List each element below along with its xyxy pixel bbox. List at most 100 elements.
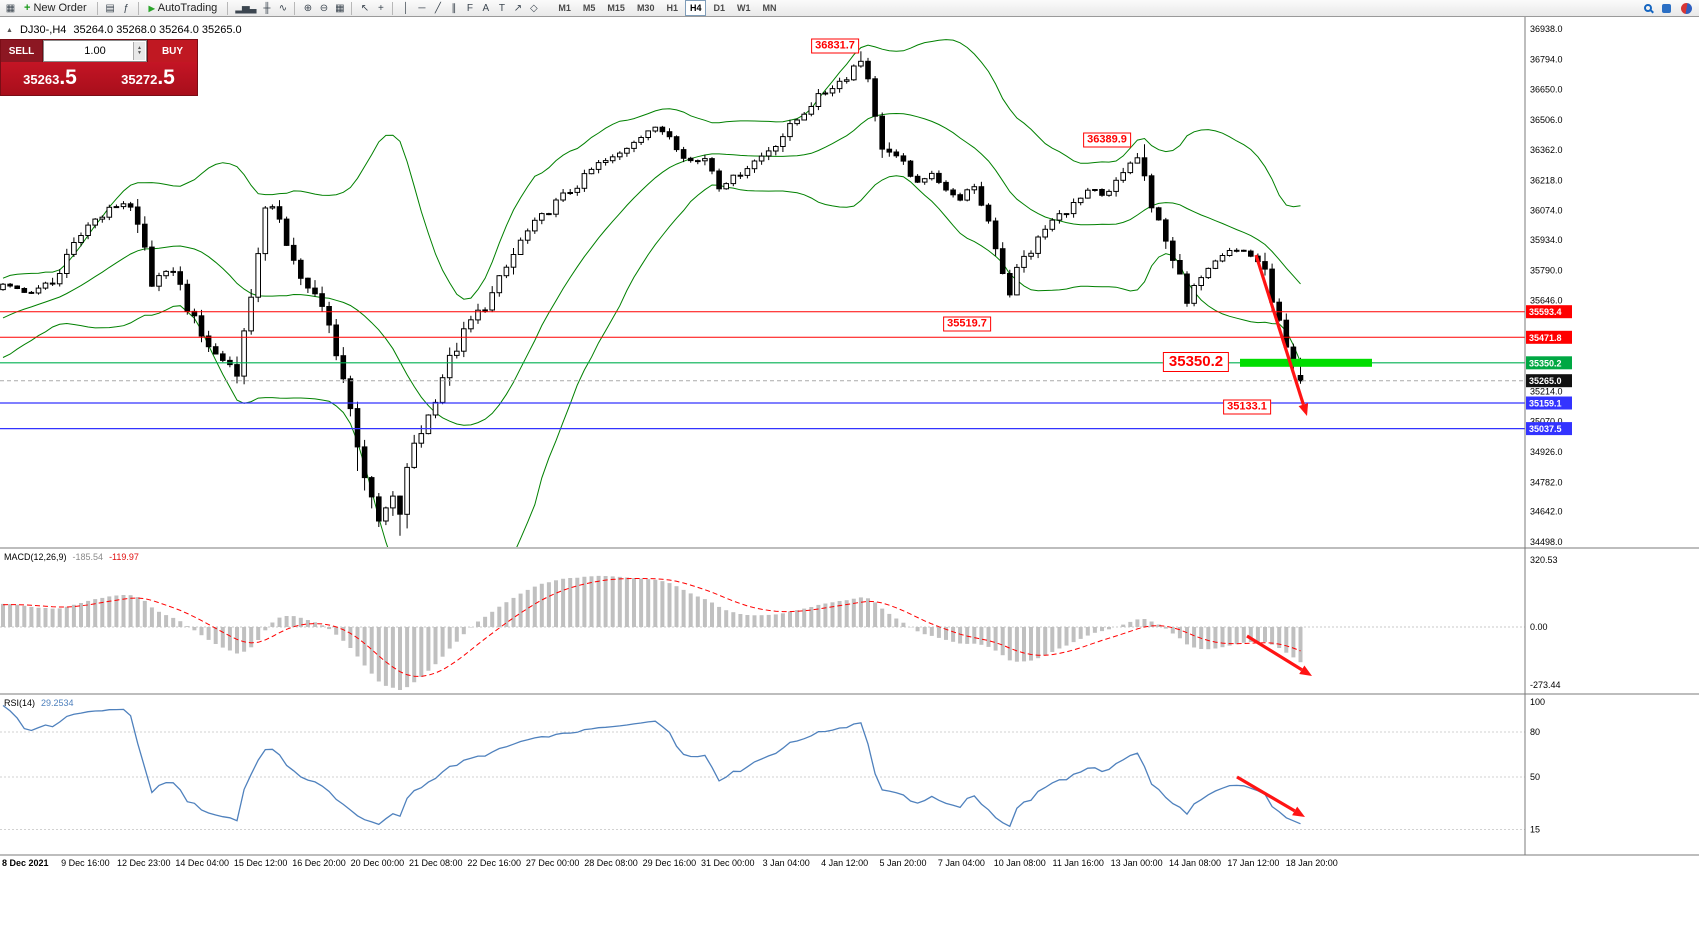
tile-windows-icon[interactable]: ▦ xyxy=(335,2,344,14)
symbol-ohlc-header: ▲ DJ30-,H4 35264.0 35268.0 35264.0 35265… xyxy=(6,24,242,36)
timeframe-m30[interactable]: M30 xyxy=(636,3,655,13)
support-highlight-bar[interactable] xyxy=(1240,358,1372,367)
toolbar-separator xyxy=(227,1,229,15)
price-tag xyxy=(1526,396,1572,410)
svg-text:29 Dec 16:00: 29 Dec 16:00 xyxy=(643,858,697,868)
price-axis[interactable]: 36938.0 36794.0 36650.0 36506.0 36362.0 36218… xyxy=(1530,24,1563,835)
svg-text:17 Jan 12:00: 17 Jan 12:00 xyxy=(1227,858,1279,868)
vertical-line-icon[interactable]: │ xyxy=(402,2,409,14)
volume-up-icon[interactable]: ▲ xyxy=(137,45,142,51)
cursor-icon[interactable]: ↖ xyxy=(360,2,369,14)
svg-text:14 Jan 08:00: 14 Jan 08:00 xyxy=(1169,858,1221,868)
new-chart-icon[interactable]: ▦ xyxy=(5,2,15,14)
svg-text:35070.0: 35070.0 xyxy=(1530,417,1563,427)
svg-text:15 Dec 12:00: 15 Dec 12:00 xyxy=(234,858,288,868)
svg-text:7 Jan 04:00: 7 Jan 04:00 xyxy=(938,858,985,868)
horizontal-line-icon[interactable]: ─ xyxy=(418,2,425,14)
svg-text:3 Jan 04:00: 3 Jan 04:00 xyxy=(763,858,810,868)
text-icon[interactable]: A xyxy=(482,2,490,14)
price-callout[interactable]: 35519.7 xyxy=(943,316,991,332)
timeframe-m15[interactable]: M15 xyxy=(607,3,625,13)
svg-text:320.53: 320.53 xyxy=(1530,555,1558,565)
svg-text:10 Jan 08:00: 10 Jan 08:00 xyxy=(994,858,1046,868)
shapes-icon[interactable]: ◇ xyxy=(530,2,538,14)
svg-text:100: 100 xyxy=(1530,697,1545,707)
volume-input[interactable]: 1.00 ▲ ▼ xyxy=(43,40,147,62)
timeframe-m5[interactable]: M5 xyxy=(582,3,596,13)
buy-price[interactable]: 35272.5 xyxy=(121,66,175,89)
autotrading-button[interactable]: ▶ AutoTrading xyxy=(144,1,223,16)
drawn-arrow[interactable] xyxy=(1246,634,1312,676)
volume-value: 1.00 xyxy=(84,45,106,57)
timeframe-h1[interactable]: H1 xyxy=(666,3,678,13)
profiles-icon[interactable]: ▤ xyxy=(105,2,114,14)
line-chart-icon[interactable]: ∿ xyxy=(278,2,287,14)
svg-text:50: 50 xyxy=(1530,772,1540,782)
time-axis[interactable]: 8 Dec 2021 9 Dec 16:00 12 Dec 23:00 14 Dec … xyxy=(2,858,1338,868)
timeframe-w1[interactable]: W1 xyxy=(737,3,751,13)
timeframe-m1[interactable]: M1 xyxy=(558,3,571,13)
svg-text:18 Jan 20:00: 18 Jan 20:00 xyxy=(1286,858,1338,868)
timeframe-d1[interactable]: D1 xyxy=(713,3,725,13)
fibonacci-icon[interactable]: F xyxy=(466,2,473,14)
svg-text:35214.0: 35214.0 xyxy=(1530,387,1563,397)
svg-text:36074.0: 36074.0 xyxy=(1530,206,1563,216)
svg-text:12 Dec 23:00: 12 Dec 23:00 xyxy=(117,858,171,868)
svg-text:80: 80 xyxy=(1530,727,1540,737)
zoom-out-icon[interactable]: ⊖ xyxy=(319,2,328,14)
indicators-icon[interactable]: ƒ xyxy=(123,2,129,14)
one-click-trading-panel: SELL 1.00 ▲ ▼ BUY 35263.5 35272.5 xyxy=(0,39,198,96)
crosshair-icon[interactable]: + xyxy=(377,2,384,14)
bar-chart-icon[interactable]: ▂▅▃ xyxy=(235,2,256,14)
volume-down-icon[interactable]: ▼ xyxy=(137,50,142,56)
svg-text:-273.44: -273.44 xyxy=(1530,680,1561,690)
svg-text:35265.0: 35265.0 xyxy=(1529,376,1562,386)
svg-text:28 Dec 08:00: 28 Dec 08:00 xyxy=(584,858,638,868)
candlestick-chart-icon[interactable]: ╫ xyxy=(263,2,270,14)
chart-background xyxy=(0,17,1699,939)
price-callout[interactable]: 36389.9 xyxy=(1083,132,1131,148)
ohlc-values: 35264.0 35268.0 35264.0 35265.0 xyxy=(73,24,242,36)
svg-text:35471.8: 35471.8 xyxy=(1529,333,1562,343)
rsi-panel xyxy=(0,704,1525,830)
price-tag xyxy=(1526,330,1572,344)
label-icon[interactable]: T xyxy=(498,2,505,14)
channel-icon[interactable]: ∥ xyxy=(451,2,456,14)
timeframe-mn[interactable]: MN xyxy=(762,3,777,13)
price-callout[interactable]: 36831.7 xyxy=(811,38,859,54)
chart-window: 36938.0 36794.0 36650.0 36506.0 36362.0 36218… xyxy=(0,17,1699,939)
svg-text:36362.0: 36362.0 xyxy=(1530,145,1563,155)
bollinger-lower-band xyxy=(2,175,1301,547)
sell-price[interactable]: 35263.5 xyxy=(23,66,77,89)
svg-text:22 Dec 16:00: 22 Dec 16:00 xyxy=(467,858,521,868)
price-tag xyxy=(1526,374,1572,388)
symbol-icon: ▲ xyxy=(6,26,13,34)
candlestick-series xyxy=(0,51,1304,536)
buy-button[interactable]: BUY xyxy=(147,40,197,62)
search-icon[interactable] xyxy=(1644,4,1652,12)
svg-text:34782.0: 34782.0 xyxy=(1530,477,1563,487)
sell-button[interactable]: SELL xyxy=(1,40,43,62)
timeframe-h4[interactable]: H4 xyxy=(684,0,707,16)
chart-canvas[interactable]: 36938.0 36794.0 36650.0 36506.0 36362.0 36218… xyxy=(0,17,1699,939)
bollinger-middle-band xyxy=(2,112,1301,426)
toolbar-separator xyxy=(294,1,296,15)
volume-stepper[interactable]: ▲ ▼ xyxy=(133,42,145,60)
arrows-tool-icon[interactable]: ↗ xyxy=(513,2,522,14)
new-order-button[interactable]: + New Order xyxy=(19,1,92,16)
drawn-arrow[interactable] xyxy=(1254,254,1309,416)
price-callout[interactable]: 35133.1 xyxy=(1223,399,1271,415)
svg-text:11 Jan 16:00: 11 Jan 16:00 xyxy=(1053,858,1104,868)
svg-text:35159.1: 35159.1 xyxy=(1529,399,1562,409)
symbol-name: DJ30-,H4 xyxy=(19,24,67,36)
svg-text:36938.0: 36938.0 xyxy=(1530,24,1563,34)
trendline-icon[interactable]: ╱ xyxy=(434,2,441,14)
drawn-arrow[interactable] xyxy=(1236,775,1305,817)
svg-text:5 Jan 20:00: 5 Jan 20:00 xyxy=(879,858,926,868)
zoom-in-icon[interactable]: ⊕ xyxy=(303,2,312,14)
svg-text:34498.0: 34498.0 xyxy=(1530,537,1563,547)
data-window-icon[interactable] xyxy=(1662,3,1671,13)
community-icon[interactable] xyxy=(1681,2,1692,14)
timeframe-toolbar: M1 M5 M15 M30 H1 H4 D1 W1 MN xyxy=(552,0,782,16)
price-callout[interactable]: 35350.2 xyxy=(1162,352,1230,372)
